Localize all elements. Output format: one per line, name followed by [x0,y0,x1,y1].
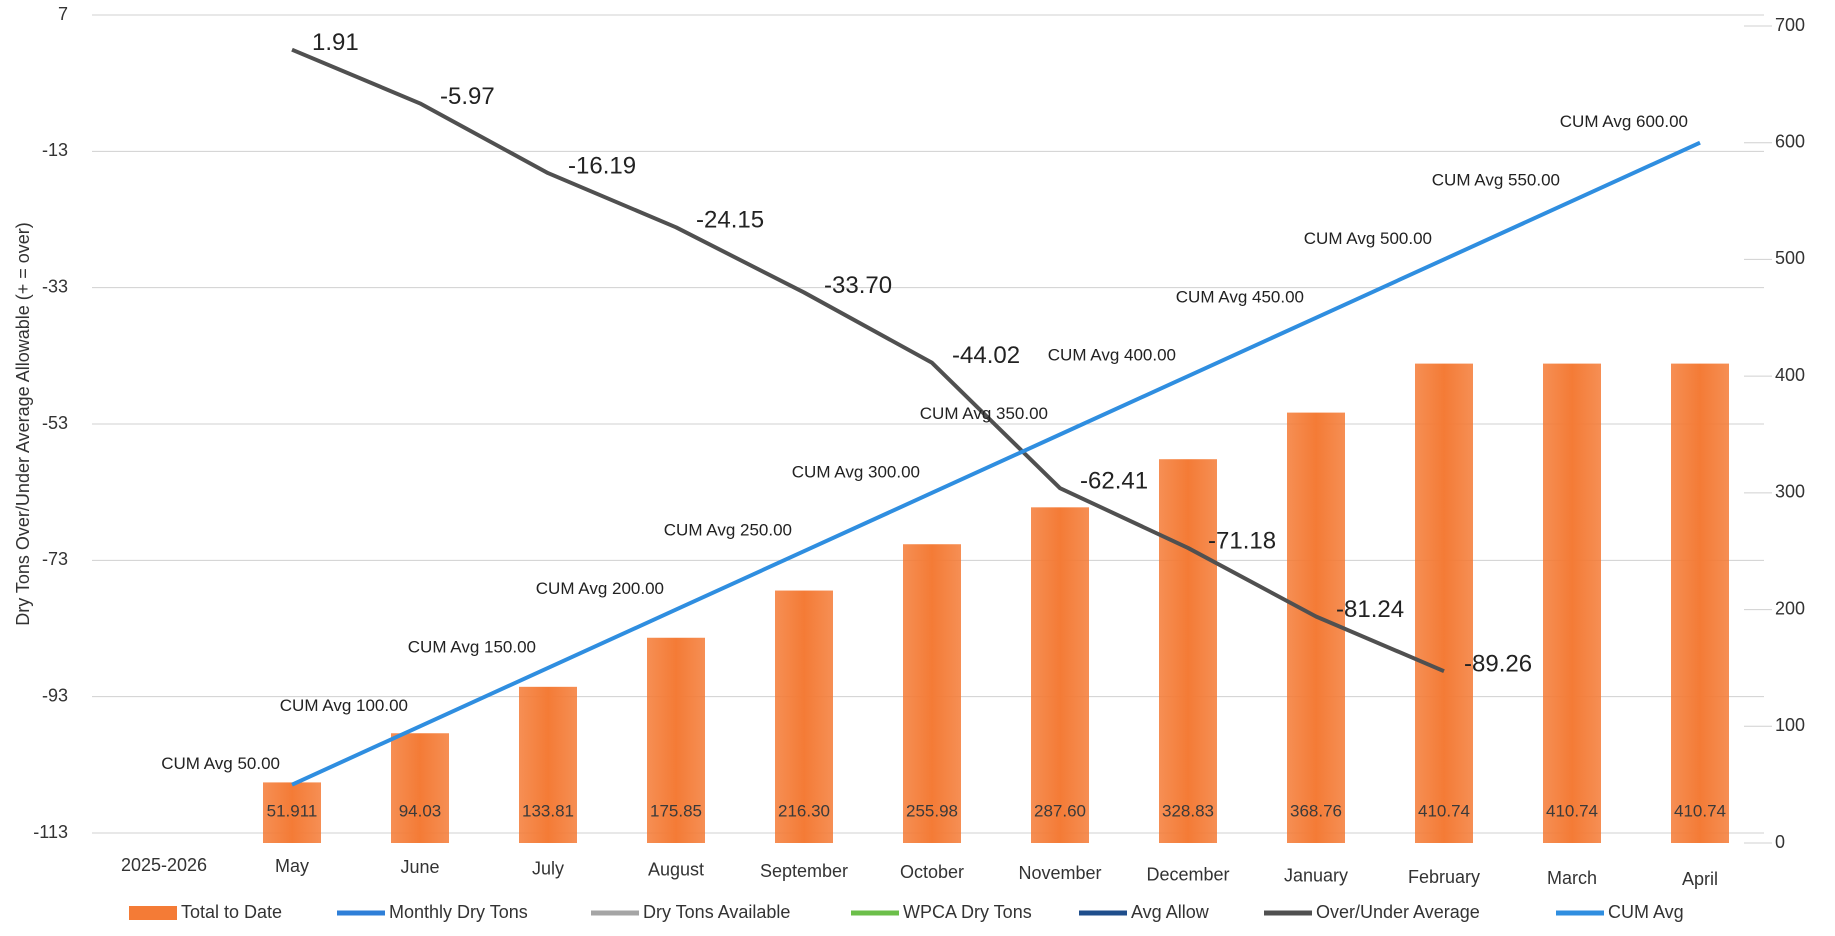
x-tick-label: April [1682,869,1718,889]
y2-tick-label: 500 [1775,248,1805,268]
y-tick-label: -13 [42,140,68,160]
legend-label: CUM Avg [1608,902,1684,922]
y-tick-label: -93 [42,685,68,705]
bar [1159,459,1217,843]
data-label: -33.70 [824,272,892,299]
x-tick-label: October [900,862,964,882]
data-label: CUM Avg 500.00 [1304,229,1432,248]
line-series [291,47,1445,674]
bar-value-label: 328.83 [1162,801,1214,820]
y-tick-label: 7 [58,4,68,24]
x-tick-label: June [400,857,439,877]
legend-label: Total to Date [181,902,282,922]
data-label: CUM Avg 350.00 [920,404,1048,423]
y2-tick-label: 100 [1775,715,1805,735]
data-label: CUM Avg 150.00 [408,637,536,656]
data-label: CUM Avg 250.00 [664,521,792,540]
y2-tick-label: 0 [1775,832,1785,852]
bar-value-label: 94.03 [399,801,442,820]
bar [1031,507,1089,843]
y2-tick-label: 600 [1775,131,1805,151]
bar [519,686,577,843]
bar-value-label: 255.98 [906,801,958,820]
data-label: CUM Avg 600.00 [1560,112,1688,131]
x-tick-label: February [1408,867,1480,887]
data-label: CUM Avg 50.00 [161,754,280,773]
data-label: -89.26 [1464,651,1532,678]
bar [263,782,321,843]
data-label: -71.18 [1208,527,1276,554]
y2-tick-label: 300 [1775,482,1805,502]
y2-tick-label: 200 [1775,598,1805,618]
y2-tick-label: 400 [1775,365,1805,385]
x-tick-label: May [275,856,309,876]
y2-tick-label: 700 [1775,15,1805,35]
x-tick-label: 2025-2026 [121,855,207,875]
bar [391,733,449,843]
legend-label: Monthly Dry Tons [389,902,528,922]
legend-label: Dry Tons Available [643,902,790,922]
x-tick-label: January [1284,866,1348,886]
bar [1415,363,1473,843]
bar [775,590,833,843]
data-label: CUM Avg 450.00 [1176,287,1304,306]
x-tick-label: November [1018,863,1101,883]
bar-value-label: 410.74 [1546,801,1598,820]
x-tick-label: March [1547,868,1597,888]
y-tick-label: -53 [42,413,68,433]
bar [1543,363,1601,843]
data-label: -81.24 [1336,596,1404,623]
data-label: 1.91 [312,29,359,56]
legend-label: Over/Under Average [1316,902,1480,922]
bar-value-label: 287.60 [1034,801,1086,820]
x-tick-label: September [760,861,848,881]
bar-value-label: 410.74 [1418,801,1470,820]
y-axis-label: Dry Tons Over/Under Average Allowable (+… [13,222,33,626]
bar-value-label: 133.81 [522,801,574,820]
data-label: -16.19 [568,152,636,179]
bar-value-label: 368.76 [1290,801,1342,820]
data-label: -44.02 [952,342,1020,369]
data-label: CUM Avg 200.00 [536,579,664,598]
bar-value-label: 410.74 [1674,801,1726,820]
data-label: CUM Avg 100.00 [280,696,408,715]
data-label: CUM Avg 300.00 [792,462,920,481]
data-label: CUM Avg 400.00 [1048,346,1176,365]
legend-swatch [129,906,177,920]
bar [1287,412,1345,843]
legend-label: Avg Allow [1131,902,1210,922]
x-tick-label: August [648,860,704,880]
data-label: -24.15 [696,207,764,234]
x-tick-label: July [532,858,564,878]
data-label: -5.97 [440,83,495,110]
bar-value-label: 51.911 [267,801,318,820]
x-tick-label: December [1146,864,1229,884]
bar [647,637,705,843]
bar [1671,363,1729,843]
y-tick-label: -73 [42,549,68,569]
y-tick-label: -33 [42,276,68,296]
bar-value-label: 175.85 [650,801,702,820]
bar-value-label: 216.30 [778,801,830,820]
data-label: -62.41 [1080,467,1148,494]
y-tick-label: -113 [33,822,68,842]
legend-label: WPCA Dry Tons [903,902,1032,922]
data-label: CUM Avg 550.00 [1432,171,1560,190]
bar [903,544,961,843]
line-series [291,140,1701,787]
